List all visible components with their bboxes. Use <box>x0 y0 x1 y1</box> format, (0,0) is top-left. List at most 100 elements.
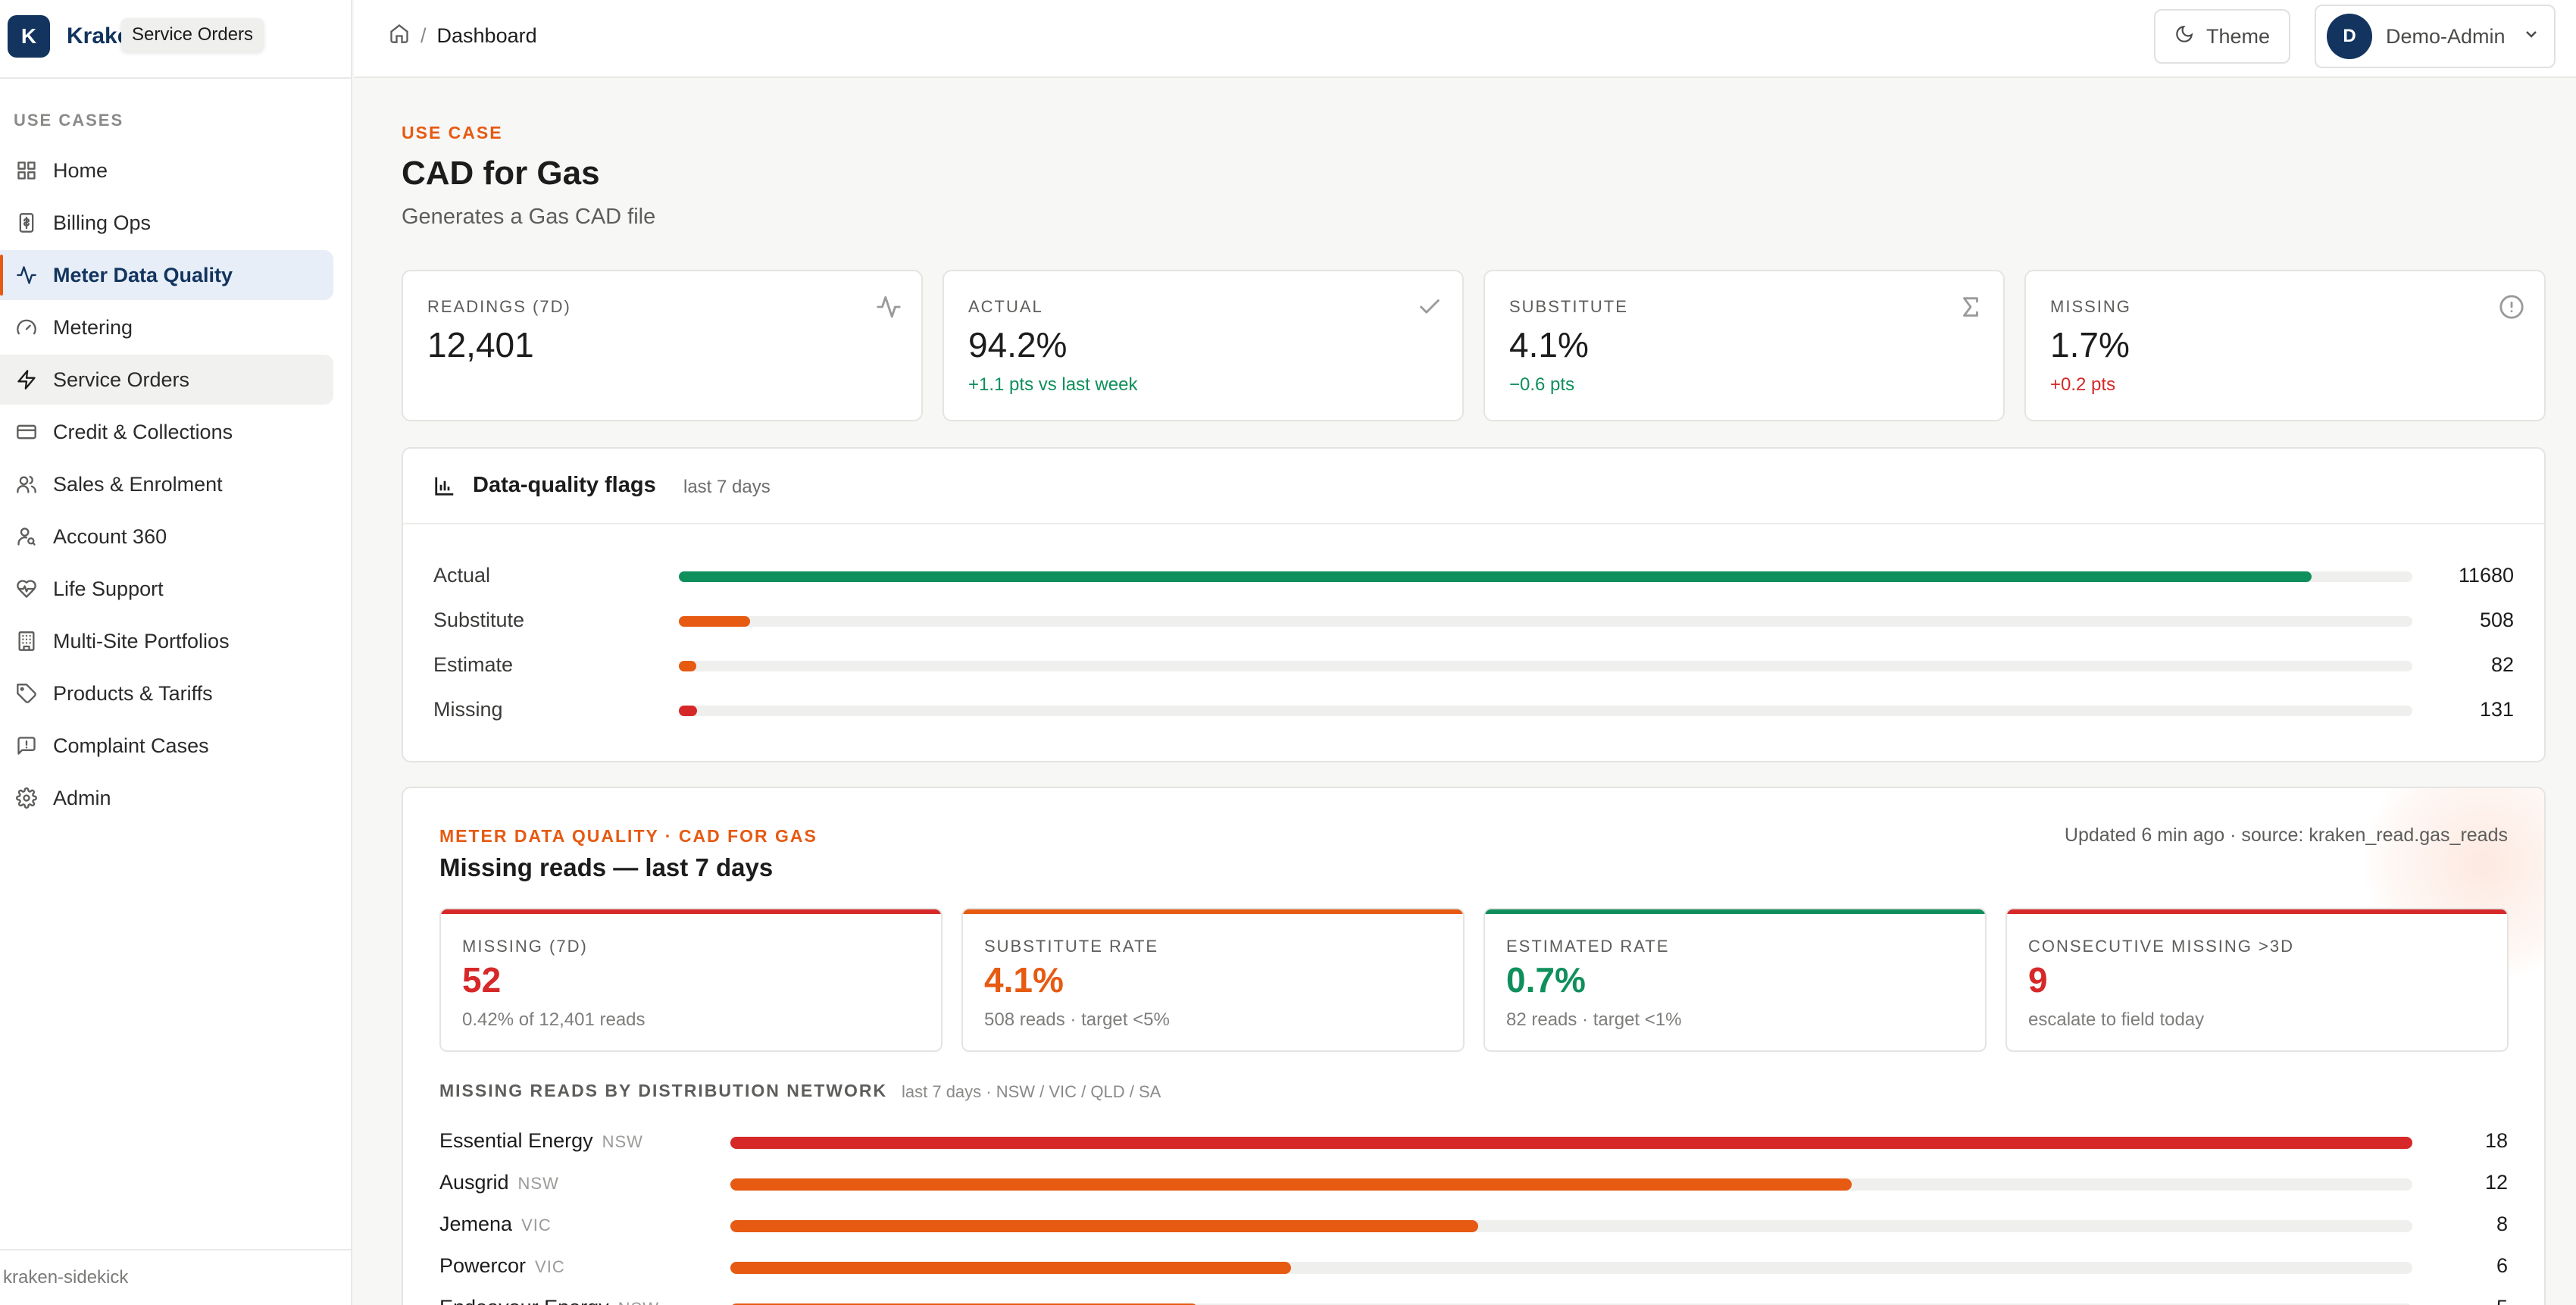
stat-value: 9 <box>2028 960 2048 1000</box>
stat-note: 0.42% of 12,401 reads <box>462 1009 646 1030</box>
stat-note: 508 reads · target <5% <box>984 1009 1170 1030</box>
gear-icon <box>15 787 38 809</box>
flag-count: 131 <box>2479 698 2514 721</box>
user-menu-button[interactable]: D Demo-Admin <box>2315 5 2556 68</box>
sidebar-item-label: Service Orders <box>53 368 190 391</box>
dn-bar <box>730 1262 1291 1274</box>
sidebar-item-label: Admin <box>53 786 111 809</box>
kpi-delta: +1.1 pts vs last week <box>968 374 1138 395</box>
flags-title: Data-quality flags <box>473 473 656 497</box>
mdq-title: Missing reads — last 7 days <box>439 853 774 881</box>
kpi-label: MISSING <box>2050 297 2131 316</box>
dn-name: Powercor VIC <box>439 1254 565 1278</box>
stat-card-consecutive-missing: CONSECUTIVE MISSING >3D 9 escalate to fi… <box>2005 908 2509 1052</box>
mdq-updated: Updated 6 min ago · source: kraken_read.… <box>2064 825 2508 846</box>
kpi-label: READINGS (7D) <box>427 297 571 316</box>
sidebar-item-label: Home <box>53 158 108 182</box>
sidebar-item-label: Billing Ops <box>53 211 152 234</box>
heart-pulse-icon <box>15 577 38 600</box>
flag-bar <box>679 616 750 627</box>
dn-name: Ausgrid NSW <box>439 1171 559 1194</box>
dn-bar <box>730 1178 1852 1191</box>
sidebar-item-products-tariffs[interactable]: Products & Tariffs <box>0 668 333 718</box>
gauge-icon <box>15 316 38 339</box>
dn-state: NSW <box>517 1174 559 1193</box>
moon-icon <box>2174 24 2206 49</box>
dn-count: 12 <box>2484 1171 2508 1194</box>
dn-name: Essential Energy NSW <box>439 1129 643 1153</box>
sidebar-item-home[interactable]: Home <box>0 146 333 196</box>
sidebar-item-sales-enrolment[interactable]: Sales & Enrolment <box>0 459 333 509</box>
flag-track <box>679 571 2412 582</box>
user-name: Demo-Admin <box>2386 24 2506 48</box>
sidebar-item-complaint-cases[interactable]: Complaint Cases <box>0 721 333 771</box>
sidebar-divider <box>0 77 351 79</box>
flags-header: Data-quality flags last 7 days <box>403 449 2544 524</box>
dn-name: Jemena VIC <box>439 1213 552 1236</box>
topbar: / Dashboard Theme D Demo-Admin <box>354 0 2576 78</box>
stat-accent <box>2007 909 2507 914</box>
flag-track <box>679 706 2412 716</box>
dn-name: Endeavour Energy NSW <box>439 1296 659 1305</box>
alert-circle-icon <box>2499 294 2524 320</box>
stat-accent <box>1485 909 1985 914</box>
message-alert-icon <box>15 734 38 757</box>
tooltip: Service Orders <box>121 18 264 52</box>
stat-value: 52 <box>462 960 502 1000</box>
sidebar-item-label: Complaint Cases <box>53 734 209 757</box>
dn-track <box>730 1262 2412 1274</box>
sidebar-item-credit-collections[interactable]: Credit & Collections <box>0 407 333 457</box>
dn-row: Endeavour Energy NSW 5 <box>403 1293 2544 1305</box>
sidebar-item-account-360[interactable]: Account 360 <box>0 512 333 562</box>
page-title: CAD for Gas <box>402 155 600 192</box>
users-icon <box>15 473 38 496</box>
stat-label: ESTIMATED RATE <box>1506 937 1670 956</box>
stat-note: escalate to field today <box>2028 1009 2205 1030</box>
dn-track <box>730 1178 2412 1191</box>
dn-network: Jemena <box>439 1213 513 1235</box>
sidebar-item-metering[interactable]: Metering <box>0 302 333 352</box>
kpi-card-substitute: SUBSTITUTE 4.1% −0.6 pts <box>1483 270 2005 421</box>
dn-bar <box>730 1220 1478 1232</box>
flag-bar <box>679 706 698 716</box>
sidebar-item-admin[interactable]: Admin <box>0 773 333 823</box>
kpi-card-actual: ACTUAL 94.2% +1.1 pts vs last week <box>943 270 1464 421</box>
stat-label: CONSECUTIVE MISSING >3D <box>2028 937 2295 956</box>
theme-button[interactable]: Theme <box>2154 9 2290 64</box>
sidebar-item-label: Meter Data Quality <box>53 263 233 286</box>
dn-heading: MISSING READS BY DISTRIBUTION NETWORK <box>439 1081 888 1100</box>
brand-logo[interactable]: K <box>8 15 50 58</box>
brand[interactable]: K Krake <box>8 15 130 58</box>
stat-value: 4.1% <box>984 960 1064 1000</box>
kpi-value: 1.7% <box>2050 325 2130 365</box>
flag-track <box>679 616 2412 627</box>
flag-count: 11680 <box>2458 564 2514 587</box>
flag-row-missing: Missing 131 <box>403 695 2544 725</box>
flag-label: Estimate <box>433 653 514 676</box>
home-icon[interactable] <box>389 23 410 49</box>
page-eyebrow: USE CASE <box>402 123 503 142</box>
dn-track <box>730 1137 2412 1149</box>
brand-name[interactable]: Krake <box>67 23 130 49</box>
stat-accent <box>963 909 1463 914</box>
stat-label: SUBSTITUTE RATE <box>984 937 1159 956</box>
sidebar-item-life-support[interactable]: Life Support <box>0 564 333 614</box>
sidebar-item-label: Products & Tariffs <box>53 681 213 705</box>
flags-subtitle: last 7 days <box>683 477 771 497</box>
sidebar-item-service-orders[interactable]: Service Orders <box>0 355 333 405</box>
kpi-label: ACTUAL <box>968 297 1043 316</box>
dn-count: 18 <box>2484 1129 2508 1152</box>
flag-row-actual: Actual 11680 <box>403 561 2544 591</box>
sidebar-item-billing-ops[interactable]: Billing Ops <box>0 198 333 248</box>
sidebar-item-label: Credit & Collections <box>53 420 233 443</box>
sidebar-item-meter-data-quality[interactable]: Meter Data Quality <box>0 250 333 300</box>
sidebar-item-multi-site-portfolios[interactable]: Multi-Site Portfolios <box>0 616 333 666</box>
dn-state: NSW <box>602 1132 643 1151</box>
dn-count: 6 <box>2496 1254 2508 1277</box>
sidebar-footer-divider <box>0 1249 351 1250</box>
kpi-delta: +0.2 pts <box>2050 374 2116 395</box>
avatar: D <box>2327 14 2372 59</box>
sidebar-item-label: Metering <box>53 315 133 339</box>
flag-label: Actual <box>433 564 491 587</box>
stat-card-estimated-rate: ESTIMATED RATE 0.7% 82 reads · target <1… <box>1483 908 1987 1052</box>
